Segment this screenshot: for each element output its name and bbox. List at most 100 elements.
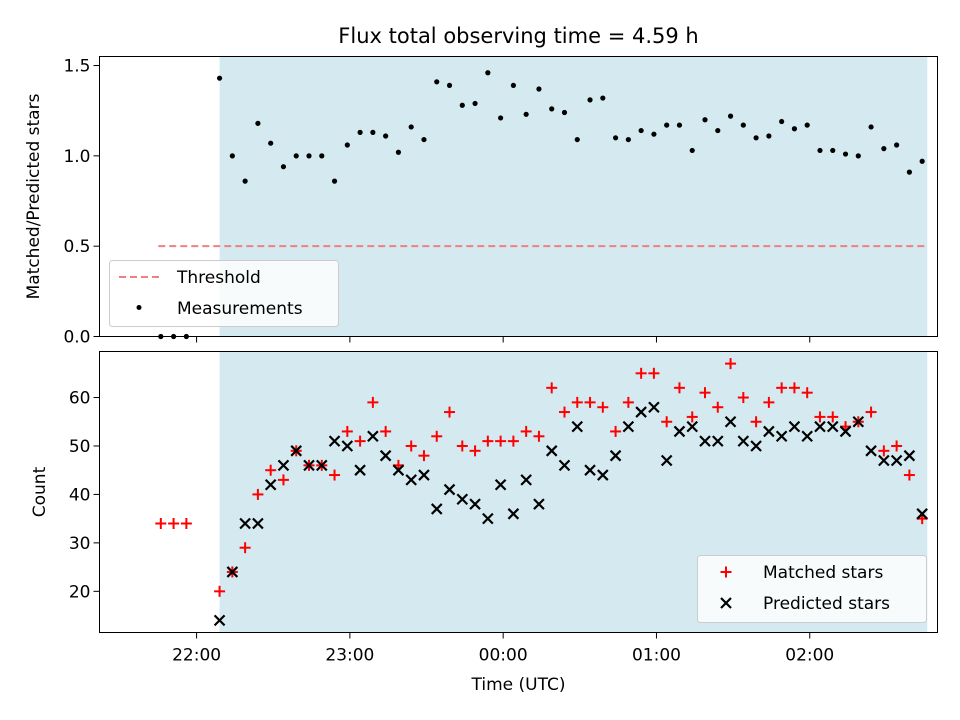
measurement-point [459, 102, 465, 108]
count-y-axis-label: Count [30, 466, 50, 517]
matched-star-point [265, 464, 277, 476]
predicted-star-point [494, 478, 507, 491]
predicted-star-point [890, 454, 903, 467]
matched-star-point [252, 488, 264, 500]
measurement-point [766, 133, 772, 139]
measurement-point [587, 97, 593, 103]
matched-star-point [597, 401, 609, 413]
measurement-point [715, 127, 721, 134]
x-tick-label: 01:00 [632, 646, 681, 666]
measurement-point [216, 75, 223, 81]
y-tick-label: 0.0 [63, 328, 90, 348]
x-axis-label: Time (UTC) [471, 675, 566, 695]
predicted-star-point [788, 420, 801, 433]
predicted-star-point [712, 435, 724, 447]
predicted-star-point [763, 425, 775, 438]
predicted-star-point [622, 420, 635, 433]
ratio-x-ticks [196, 336, 811, 343]
count-y-axis: 20 30 40 50 60 [69, 389, 100, 602]
matched-star-point [520, 425, 532, 437]
measurement-point [255, 120, 261, 126]
matched-star-point [673, 382, 685, 394]
predicted-star-point [597, 469, 609, 481]
measurement-point [408, 124, 414, 130]
y-tick-label: 1.5 [63, 57, 90, 77]
matched-star-point [801, 387, 813, 399]
matched-star-point [214, 585, 226, 597]
matched-star-point [878, 445, 890, 457]
predicted-star-point [545, 445, 558, 457]
measurement-point [268, 140, 274, 146]
measurement-point [625, 136, 631, 143]
measurement-point [331, 178, 338, 184]
predicted-star-point [443, 483, 456, 496]
matched-star-point [482, 435, 494, 447]
chart-title: Flux total observing time = 4.59 h [338, 24, 698, 48]
matched-star-point [546, 382, 558, 394]
measurement-point [536, 86, 542, 92]
matched-star-point [622, 396, 634, 408]
predicted-star-point [290, 445, 303, 457]
matched-star-point [341, 425, 353, 437]
predicted-star-point [315, 459, 328, 472]
predicted-star-point [558, 459, 571, 472]
legend-plus-marker [720, 566, 732, 578]
matched-star-point [367, 396, 379, 408]
predicted-star-point [367, 430, 379, 443]
predicted-star-point [609, 449, 622, 462]
matched-star-point [763, 396, 775, 408]
measurement-point [344, 142, 350, 148]
legend-measurements-swatch [136, 305, 142, 310]
matched-star-point [444, 406, 456, 418]
predicted-star-point [571, 420, 584, 433]
matched-star-point [891, 440, 903, 452]
measurement-point [906, 169, 912, 175]
measurement-point [689, 147, 695, 154]
ratio-y-axis-label: Matched/Predicted stars [24, 93, 44, 299]
measurement-point [319, 153, 325, 159]
measurement-point [383, 133, 389, 139]
predicted-star-point [430, 503, 443, 515]
y-tick-label: 40 [69, 485, 91, 505]
legend-x-marker [720, 597, 732, 609]
measurement-point [740, 122, 746, 128]
legend-measurements-label: Measurements [177, 299, 303, 319]
measurement-point [280, 164, 287, 170]
matched-star-point [686, 411, 698, 423]
legend-predicted-swatch [720, 597, 732, 609]
predicted-star-point [213, 614, 226, 627]
matched-star-point [354, 435, 366, 447]
matched-star-point [431, 430, 443, 442]
predicted-star-point [379, 449, 392, 462]
legend-box [109, 260, 339, 327]
predicted-star-point [341, 440, 354, 452]
predicted-star-point [239, 517, 251, 530]
predicted-star-point [686, 420, 699, 433]
legend-threshold-label: Threshold [176, 268, 261, 288]
predicted-star-point [903, 449, 916, 462]
measurement-point [702, 117, 708, 123]
measurement-point [791, 126, 798, 132]
matched-star-point [865, 406, 877, 418]
measurement-point [293, 153, 299, 159]
measurement-point [727, 113, 734, 119]
y-tick-label: 20 [69, 582, 91, 602]
predicted-star-point [303, 459, 315, 472]
ratio-y-axis: 0.0 0.5 1.0 1.5 [63, 57, 100, 348]
y-tick-label: 0.5 [63, 237, 90, 257]
legend-matched-label: Matched stars [763, 563, 883, 583]
measurement-point [894, 142, 900, 148]
measurement-point [612, 135, 619, 141]
matched-star-point [712, 401, 724, 413]
measurement-point [779, 118, 785, 125]
predicted-star-point [801, 430, 813, 443]
measurement-point [434, 79, 440, 85]
predicted-star-point [520, 474, 532, 486]
predicted-star-point [328, 435, 341, 447]
measurement-point [676, 122, 683, 128]
measurement-point [574, 136, 580, 143]
predicted-star-point [878, 454, 890, 467]
predicted-star-point [916, 508, 928, 520]
predicted-star-point [482, 512, 494, 525]
predicted-star-point [405, 474, 417, 486]
